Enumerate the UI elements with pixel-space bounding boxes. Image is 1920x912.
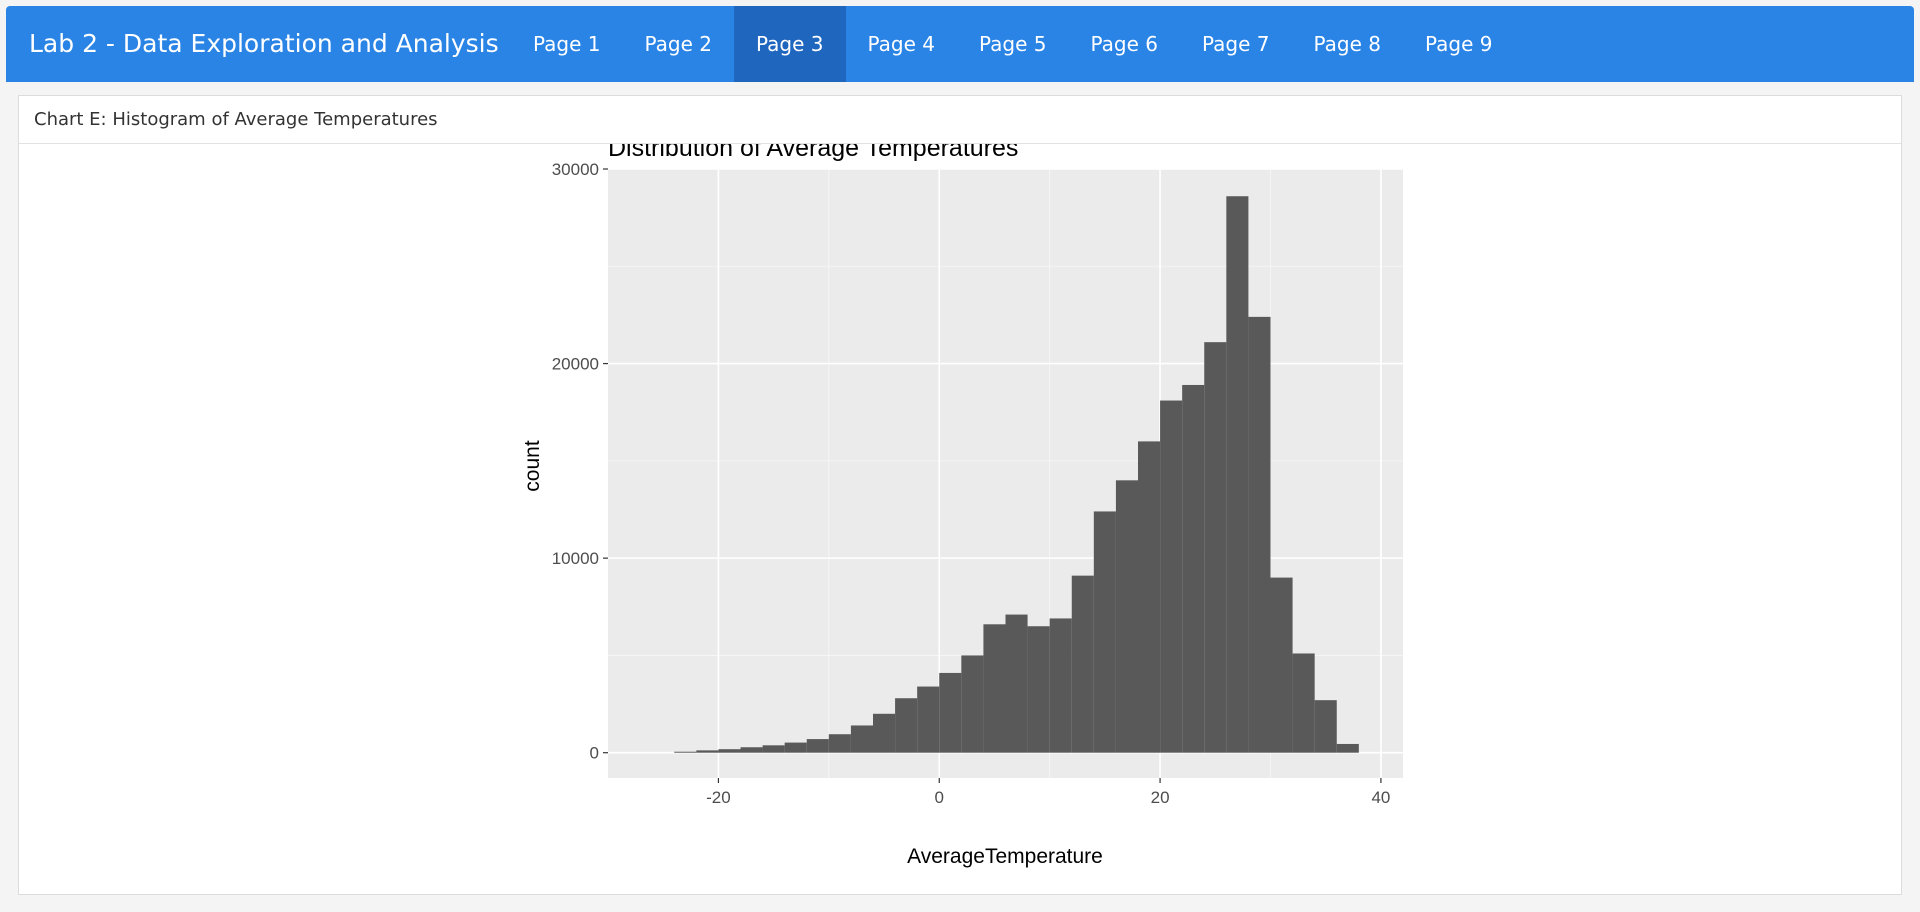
- y-tick-label: 30000: [552, 160, 599, 179]
- y-tick-label: 20000: [552, 355, 599, 374]
- histogram-bars: [674, 196, 1359, 753]
- x-axis-label: AverageTemperature: [907, 845, 1103, 868]
- y-axis-ticks: 0 10000 20000 30000: [552, 160, 608, 763]
- histogram-bar: [784, 742, 807, 753]
- histogram-bar: [961, 655, 984, 753]
- histogram-bar: [718, 749, 741, 753]
- x-tick-label: -20: [706, 788, 731, 807]
- histogram-bar: [1182, 384, 1205, 753]
- histogram-bar: [1248, 316, 1271, 753]
- tab-page-3[interactable]: Page 3: [734, 6, 846, 82]
- histogram-bar: [806, 739, 829, 753]
- histogram-bar: [1138, 441, 1161, 753]
- histogram-bar: [1005, 614, 1028, 753]
- histogram-chart: -20 0 20 40 0 10000 20000 30000 Distribution o…: [521, 134, 1403, 868]
- tab-page-7[interactable]: Page 7: [1202, 32, 1270, 56]
- histogram-bar: [1027, 626, 1050, 753]
- histogram-bar: [828, 734, 851, 753]
- histogram-bar: [1115, 480, 1138, 753]
- card-header: Chart E: Histogram of Average Temperatur…: [19, 96, 1901, 144]
- tab-page-4[interactable]: Page 4: [867, 32, 936, 56]
- y-axis-label: count: [521, 440, 544, 492]
- tab-page-1[interactable]: Page 1: [533, 32, 601, 56]
- chart-title: Distribution of Average Temperatures: [608, 144, 1018, 162]
- y-tick-label: 10000: [552, 549, 599, 568]
- histogram-bar: [983, 624, 1006, 753]
- histogram-bar: [1292, 653, 1315, 753]
- histogram-bar: [1314, 700, 1337, 753]
- histogram-bar: [895, 698, 918, 753]
- chart-area: -20 0 20 40 0 10000 20000 30000 Distribution o…: [19, 134, 1901, 894]
- histogram-bar: [740, 747, 763, 753]
- navbar: Lab 2 - Data Exploration and Analysis Pa…: [6, 6, 1914, 82]
- tab-page-9[interactable]: Page 9: [1425, 32, 1493, 56]
- histogram-bar: [1160, 400, 1183, 753]
- histogram-bar: [1204, 342, 1227, 753]
- tab-page-8[interactable]: Page 8: [1313, 32, 1382, 56]
- app-title[interactable]: Lab 2 - Data Exploration and Analysis: [29, 29, 499, 58]
- histogram-bar: [674, 751, 697, 753]
- histogram-bar: [762, 745, 785, 753]
- chart-card: Chart E: Histogram of Average Temperatur…: [18, 95, 1902, 895]
- histogram-bar: [939, 672, 962, 753]
- tab-page-2[interactable]: Page 2: [644, 32, 713, 56]
- histogram-bar: [1336, 743, 1359, 753]
- histogram-bar: [1071, 575, 1094, 753]
- tab-page-6[interactable]: Page 6: [1090, 32, 1159, 56]
- histogram-bar: [850, 725, 873, 753]
- x-tick-label: 40: [1371, 788, 1390, 807]
- y-tick-label: 0: [590, 744, 599, 763]
- x-axis-ticks: -20 0 20 40: [706, 778, 1390, 807]
- histogram-bar: [1093, 511, 1116, 753]
- x-tick-label: 0: [935, 788, 944, 807]
- histogram-bar: [1270, 577, 1293, 753]
- x-tick-label: 20: [1151, 788, 1170, 807]
- histogram-bar: [917, 686, 940, 753]
- histogram-bar: [873, 713, 896, 753]
- histogram-bar: [1049, 618, 1072, 753]
- histogram-bar: [1226, 196, 1249, 753]
- page-tabs: Page 1 Page 2 Page 3 Page 4 Page 5 Page …: [511, 6, 1515, 82]
- histogram-bar: [696, 750, 719, 753]
- tab-page-5[interactable]: Page 5: [979, 32, 1047, 56]
